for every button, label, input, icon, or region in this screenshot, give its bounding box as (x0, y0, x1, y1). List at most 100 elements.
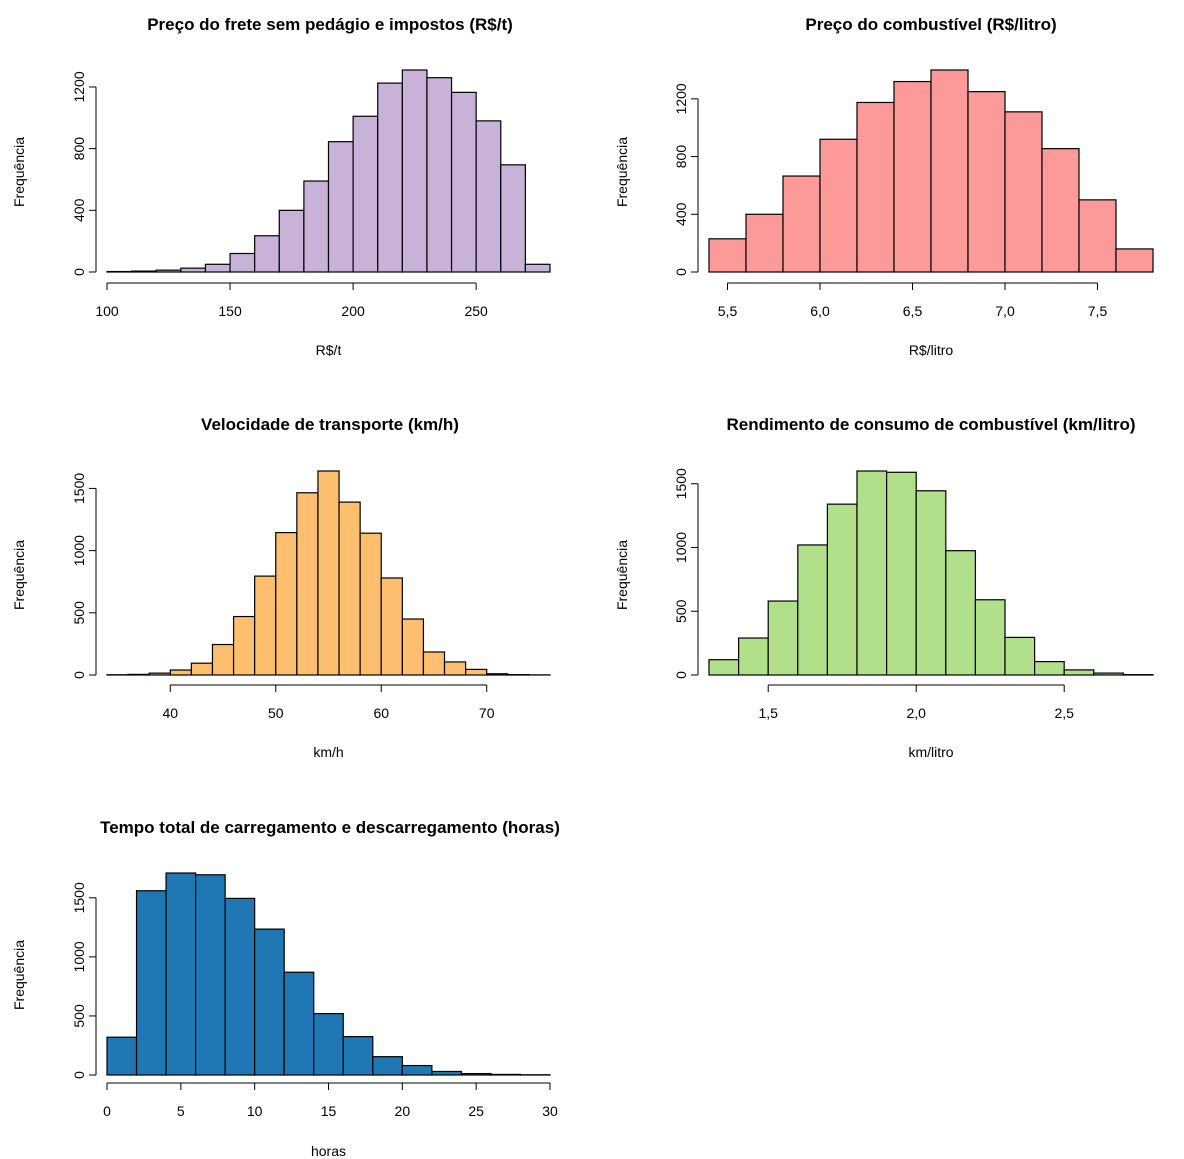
y-axis-label: Frequência (11, 137, 27, 207)
x-tick-label: 7,5 (1088, 303, 1108, 319)
chart-title: Velocidade de transporte (km/h) (201, 415, 459, 434)
histogram-bar (254, 928, 285, 1076)
histogram-bar (303, 180, 330, 273)
histogram-panel-2: Preço do combustível (R$/litro) 0 400 800 12… (614, 15, 1154, 358)
histogram-bar (450, 91, 477, 273)
histogram-bar (401, 69, 428, 273)
histogram-bar (1041, 148, 1080, 273)
y-tick-label: 1000 (71, 535, 87, 566)
y-tick-label: 0 (71, 268, 87, 276)
x-tick-label: 100 (95, 303, 119, 319)
histogram-bar (475, 120, 502, 273)
chart-title: Preço do combustível (R$/litro) (805, 15, 1056, 34)
x-axis-label: km/h (313, 744, 343, 760)
y-tick-label: 0 (673, 268, 689, 276)
y-tick-label: 800 (673, 145, 689, 169)
histogram-bar (148, 672, 171, 676)
histogram-bar (708, 238, 747, 273)
histogram-bar (797, 544, 828, 676)
histogram-bar (106, 1036, 138, 1076)
histogram-bar (377, 82, 403, 273)
histogram-bar (275, 531, 298, 676)
x-tick-label: 20 (395, 1103, 411, 1119)
histogram-bar (885, 471, 917, 676)
x-tick-label: 25 (468, 1103, 484, 1119)
histogram-bar (460, 1072, 492, 1076)
histogram-bar (401, 618, 425, 676)
histogram-bar (465, 668, 488, 676)
histogram-bar (232, 615, 256, 676)
histogram-bar (819, 138, 858, 273)
histogram-bar (767, 600, 799, 676)
x-tick-label: 50 (268, 705, 284, 721)
x-tick-label: 0 (103, 1103, 111, 1119)
histogram-bar (1093, 672, 1125, 676)
y-tick-label: 400 (673, 202, 689, 226)
y-tick-label: 500 (71, 1004, 87, 1028)
histogram-bar (254, 235, 280, 273)
histogram-panel-3: Velocidade de transporte (km/h) 0 500 1000 1… (11, 415, 551, 760)
histogram-bar (426, 77, 453, 273)
y-tick-label: 1500 (71, 882, 87, 913)
histogram-bar (327, 141, 354, 273)
histogram-bar (155, 269, 182, 273)
histogram-bar (443, 661, 467, 676)
x-tick-label: 70 (479, 705, 495, 721)
histogram-bar (229, 252, 256, 273)
histogram-bar (826, 503, 858, 676)
histogram-bar (338, 501, 361, 676)
histogram-bar (737, 637, 769, 676)
x-tick-label: 7,0 (995, 303, 1015, 319)
y-tick-label: 1500 (673, 468, 689, 499)
histogram-bar (524, 263, 551, 273)
histogram-bar (127, 673, 150, 676)
x-tick-label: 6,0 (810, 303, 830, 319)
histogram-bar (131, 270, 157, 273)
histogram-bar (401, 1064, 433, 1076)
chart-title: Tempo total de carregamento e descarrega… (100, 818, 560, 837)
histogram-bar (1063, 669, 1095, 676)
histogram-bar (254, 575, 277, 676)
histogram-bar (283, 971, 315, 1076)
x-tick-label: 200 (341, 303, 365, 319)
histogram-bar (490, 1073, 522, 1076)
histogram-bar (165, 872, 197, 1076)
y-tick-label: 1500 (71, 473, 87, 504)
y-tick-label: 1200 (673, 83, 689, 114)
histogram-bar (1078, 199, 1117, 273)
y-tick-label: 1000 (71, 941, 87, 972)
histogram-bar (893, 80, 932, 273)
histogram-bar (372, 1056, 403, 1076)
histogram-panel-5: Tempo total de carregamento e descarrega… (11, 818, 560, 1159)
histogram-bar (915, 490, 947, 676)
histogram-bar (930, 69, 969, 273)
x-axis-label: R$/t (316, 342, 342, 358)
histogram-bar (296, 492, 319, 676)
histogram-bar (1004, 636, 1036, 676)
histogram-bar (856, 101, 895, 273)
histogram-bar (945, 550, 976, 676)
x-axis-label: horas (311, 1143, 346, 1159)
x-tick-label: 5,5 (718, 303, 738, 319)
histogram-bar (278, 209, 305, 273)
chart-title: Preço do frete sem pedágio e impostos (R… (147, 15, 513, 34)
y-tick-label: 1000 (673, 532, 689, 563)
histogram-bar (342, 1036, 374, 1076)
y-tick-label: 0 (673, 671, 689, 679)
x-tick-label: 5 (177, 1103, 185, 1119)
y-tick-label: 500 (71, 601, 87, 625)
histogram-bar (359, 532, 382, 676)
histogram-bar (856, 470, 888, 676)
x-tick-label: 6,5 (903, 303, 923, 319)
chart-title: Rendimento de consumo de combustível (km… (727, 415, 1136, 434)
x-tick-label: 2,0 (906, 705, 926, 721)
histogram-bar (500, 164, 526, 273)
histogram-bar (974, 599, 1006, 676)
histogram-bar (745, 213, 784, 273)
histogram-bar (1115, 248, 1154, 273)
histogram-panel-4: Rendimento de consumo de combustível (km… (614, 415, 1154, 760)
y-tick-label: 1200 (71, 71, 87, 102)
histogram-panel-1: Preço do frete sem pedágio e impostos (R… (11, 15, 551, 358)
x-axis-label: R$/litro (909, 342, 954, 358)
x-tick-label: 30 (542, 1103, 558, 1119)
